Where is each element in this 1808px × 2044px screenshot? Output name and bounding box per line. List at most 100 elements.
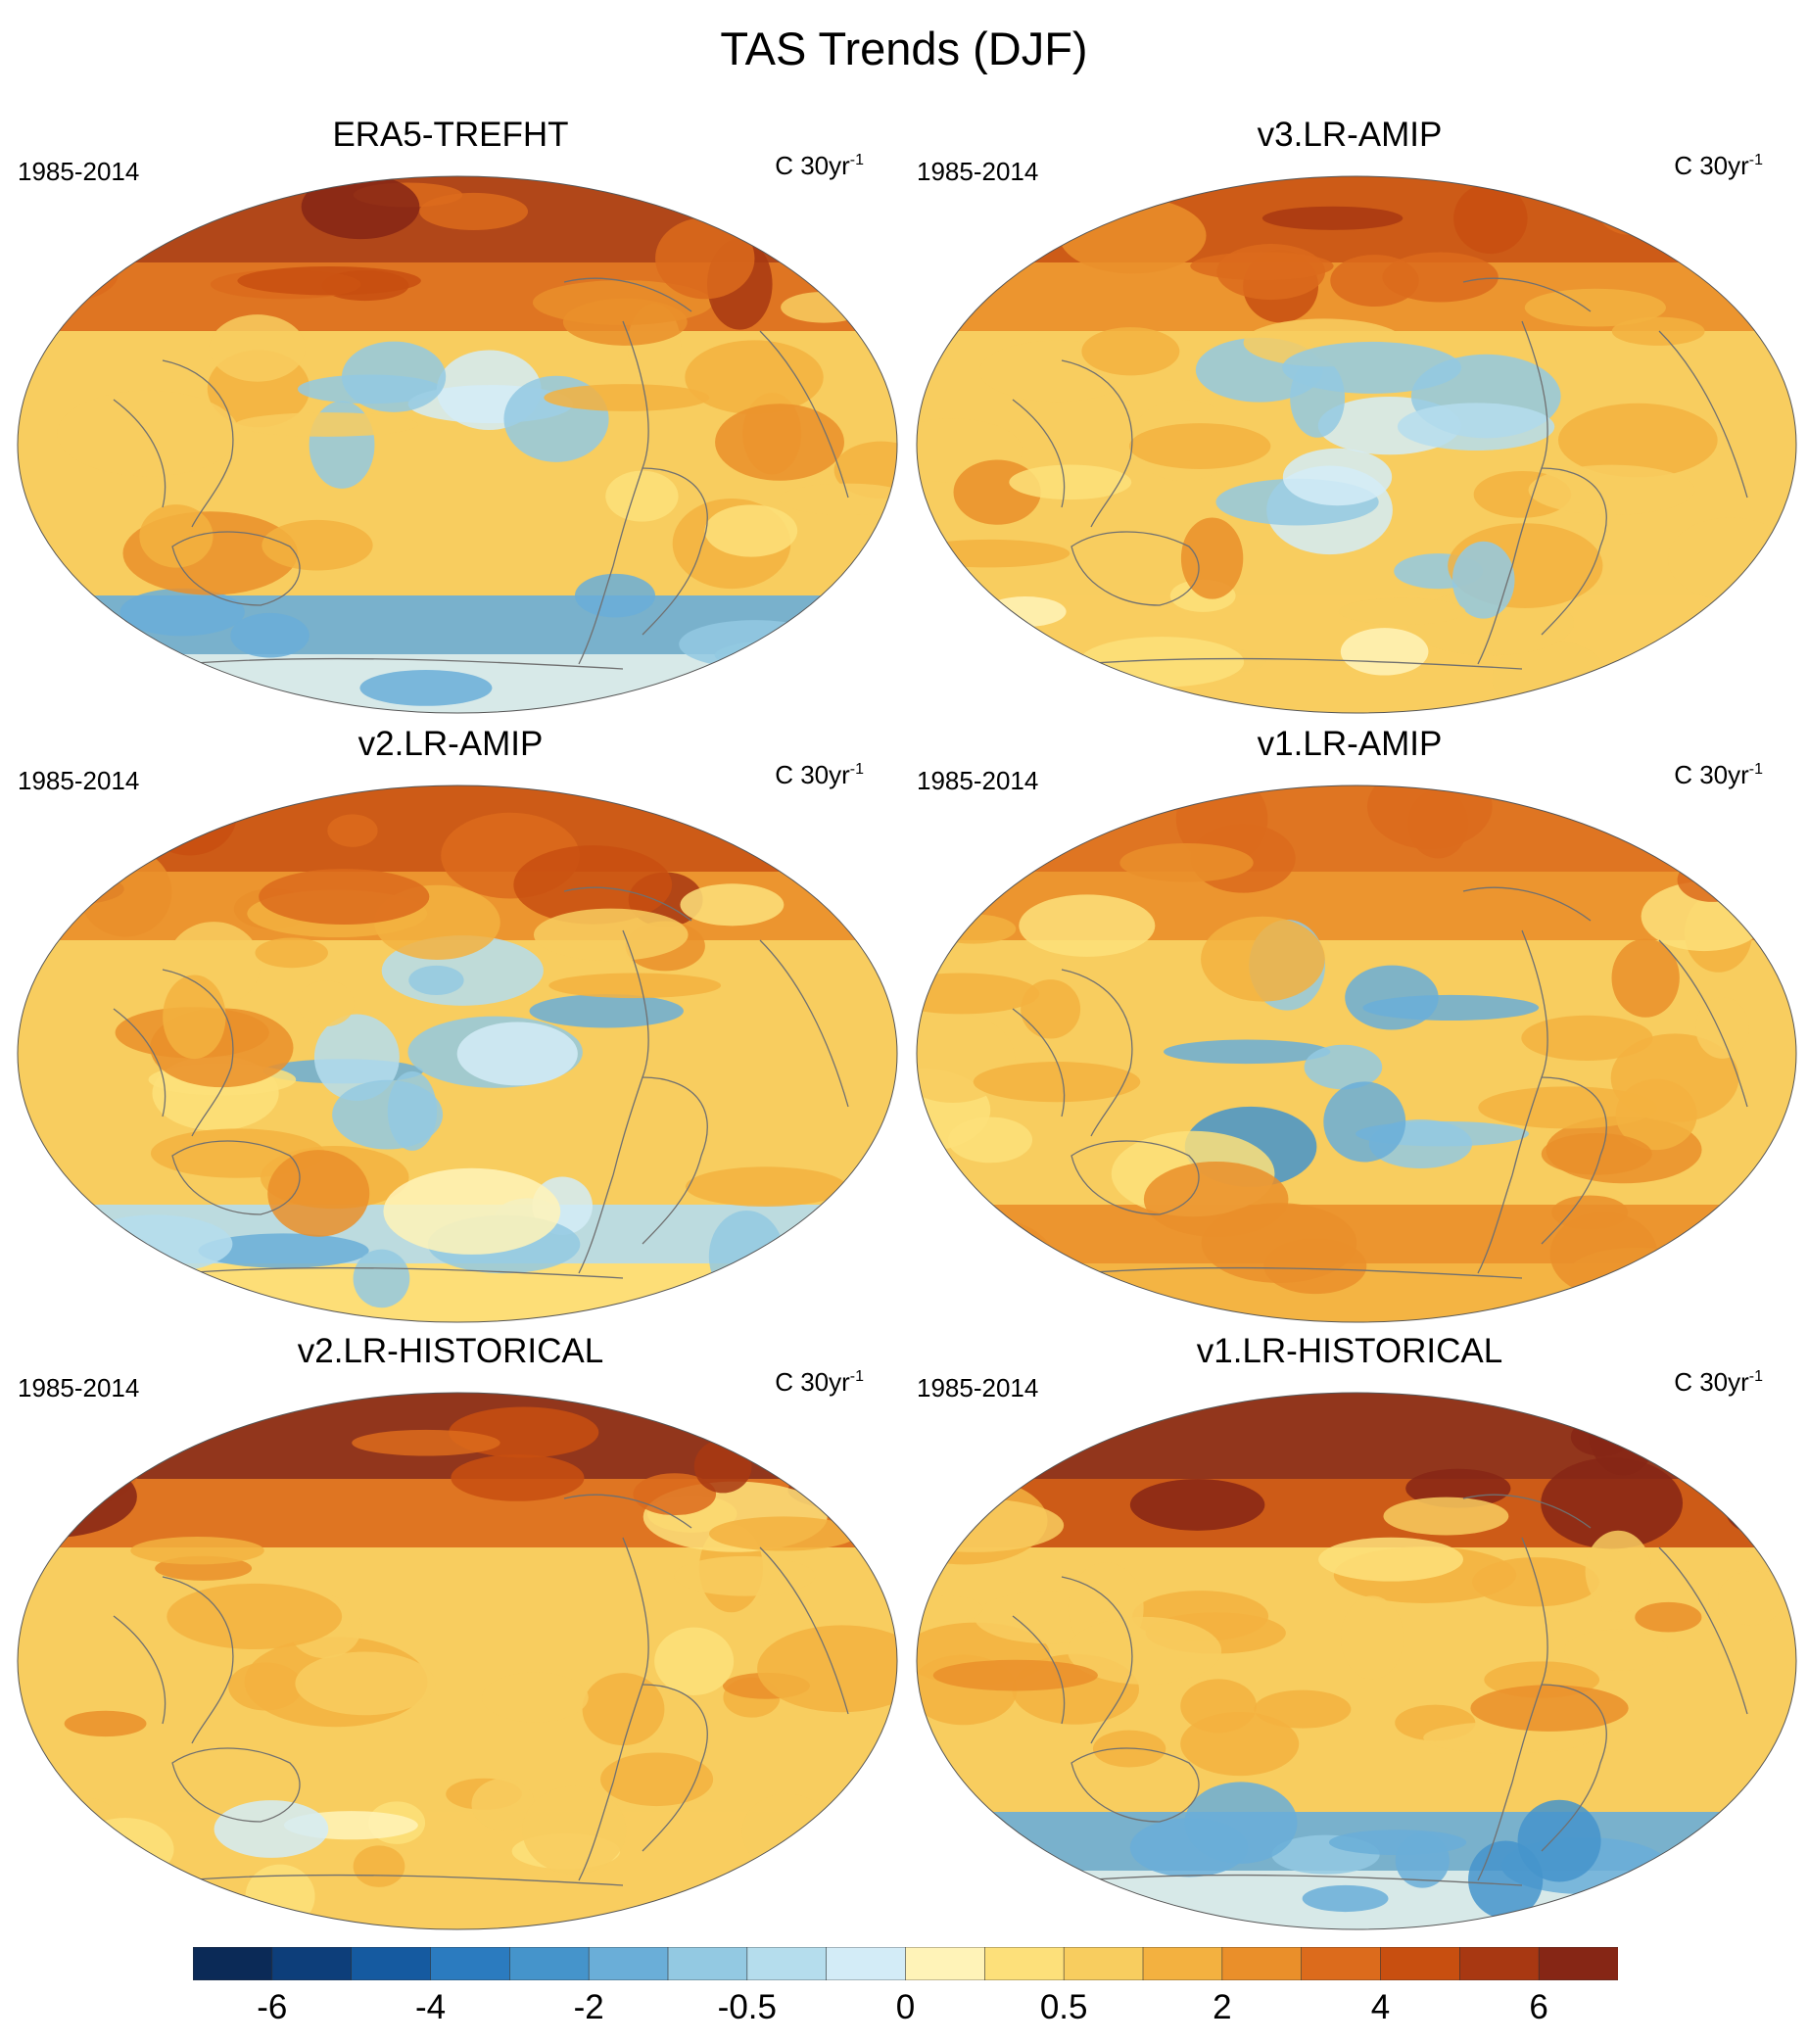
colorbar-tick-label: -0.5 [717,1988,777,2026]
panel-v1-lr-amip: v1.LR-AMIP 1985-2014 C 30yr-1 [899,725,1800,1332]
field-blob [679,620,832,669]
field-blob [1053,806,1110,831]
coastline [181,1874,624,1886]
field-blob [451,1454,585,1501]
trend-map [916,1392,1797,1930]
field-blob [235,412,418,437]
colorbar-tick-label: 0.5 [1039,1988,1088,2026]
coastline [1080,657,1523,670]
field-blob [708,1516,858,1551]
field-blob [633,1473,717,1516]
panel-v3-lr-amip: v3.LR-AMIP 1985-2014 C 30yr-1 [899,116,1800,723]
field-blob [917,539,1071,568]
field-blob [1184,1782,1298,1864]
field-blob [18,590,74,632]
field-band [917,1393,1796,1479]
field-blob [1528,464,1695,515]
trend-map [17,175,898,714]
field-band [917,785,1796,872]
field-blob [932,1659,1098,1691]
panel-v2-lr-historical: v2.LR-HISTORICAL 1985-2014 C 30yr-1 [0,1332,901,1939]
field-blob [456,1022,578,1086]
coastline [759,939,849,1108]
field-blob [1383,1497,1509,1536]
field-blob [654,1627,735,1695]
field-blob [548,973,722,999]
field-blob [522,1785,627,1875]
field-blob [1323,1081,1406,1163]
field-blob [927,1218,1057,1309]
colorbar-box [430,1947,511,1980]
field-blob [25,1845,105,1905]
coastline [1658,939,1748,1108]
colorbar-box [1301,1947,1382,1980]
coastline [162,969,234,1137]
map-outline [916,784,1797,1323]
field-blob [685,1166,847,1208]
field-blob [133,1393,205,1453]
field-blob [1723,1473,1777,1533]
coastline [113,399,167,508]
field-blob [917,203,1038,280]
field-blob [544,384,710,411]
coastline [759,1546,849,1715]
colorbar-box [271,1947,353,1980]
map-outline [916,175,1797,714]
coastline [181,657,624,670]
field-blob [1282,448,1393,506]
field-blob [1635,1601,1702,1633]
coastline [1477,1174,1513,1274]
map-outline [17,175,898,714]
field-blob [1330,255,1419,307]
coastline [171,1140,301,1215]
field-blob [1397,403,1555,451]
field-blob [1524,288,1666,327]
coastline [1477,1782,1513,1881]
field-blob [948,1117,1033,1164]
colorbar-tick-label: -2 [573,1988,604,2026]
coastline [578,1174,614,1274]
field-blob [1366,785,1493,849]
coastline [1462,277,1592,312]
trend-map [916,784,1797,1323]
panel-era5-trefht: ERA5-TREFHT 1985-2014 C 30yr-1 [0,116,901,723]
colorbar-tick-label: -6 [257,1988,288,2026]
field-blob [917,1272,950,1314]
field-blob [68,656,167,685]
field-blob [1180,1712,1300,1777]
trend-map [17,1392,898,1930]
field-blob [57,390,240,477]
colorbar-box [509,1947,590,1980]
field-blob [1718,1571,1784,1626]
field-blob [715,404,844,481]
coastline [759,330,849,499]
field-blob [1611,316,1705,346]
panel-units: C 30yr-1 [775,1367,864,1397]
field-blob [513,845,673,925]
field-blob [353,1249,410,1308]
field-blob [230,612,309,658]
field-blob [75,1818,174,1881]
field-blob [680,883,785,927]
field-blob [1282,341,1462,394]
coastline [642,1684,708,1852]
field-blob [255,937,328,969]
field-blob [1470,1685,1629,1732]
field-blob [917,1595,983,1622]
coastline [1462,1494,1592,1529]
coastline [563,1494,692,1529]
field-blob [779,483,897,515]
field-blob [1695,997,1749,1059]
field-blob [917,1393,1036,1452]
coastline [181,1266,624,1279]
field-blob [237,265,421,296]
field-blob [605,470,679,522]
panel-title: v3.LR-AMIP [1257,116,1443,154]
field-blob [163,974,226,1060]
field-blob [1019,894,1156,957]
map-outline [916,1392,1797,1930]
panel-period: 1985-2014 [18,1373,140,1402]
field-blob [267,1150,370,1237]
colorbar-box [1459,1947,1540,1980]
panel-v1-lr-historical: v1.LR-HISTORICAL 1985-2014 C 30yr-1 [899,1332,1800,1939]
